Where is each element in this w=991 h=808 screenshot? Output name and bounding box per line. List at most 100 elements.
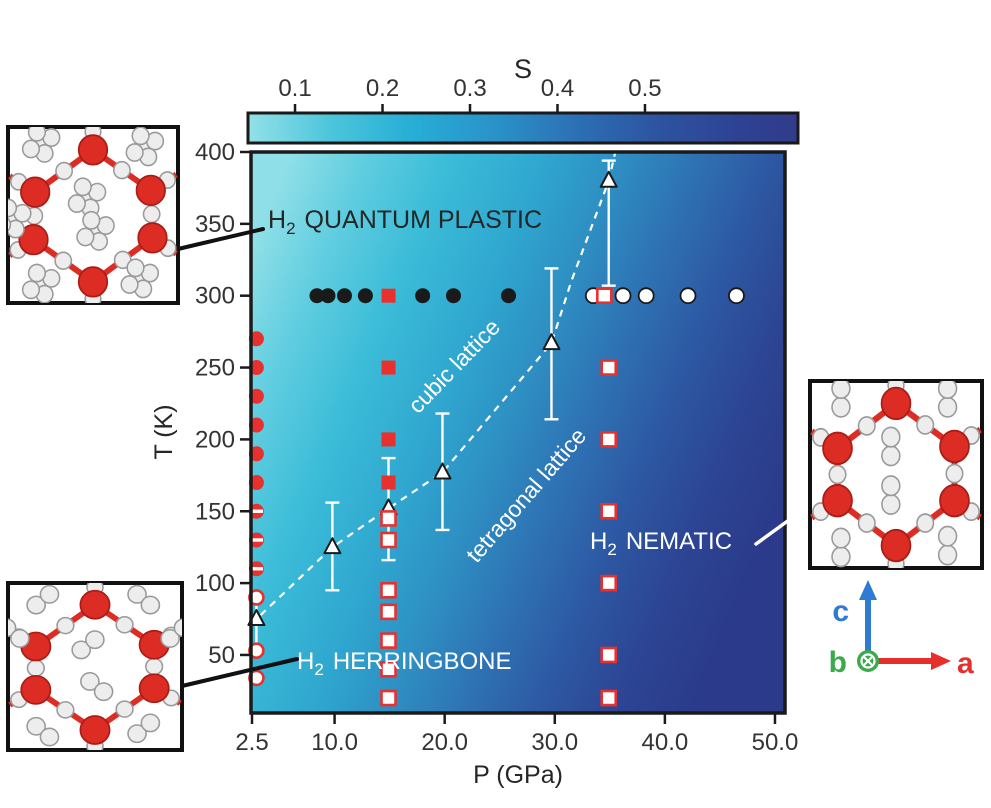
hydrogen-atom [831, 381, 851, 400]
hydrogen-atom [10, 629, 30, 648]
hydrogen-atom [85, 630, 105, 650]
y-axis-tick-label: 200 [195, 426, 235, 453]
red-open-square-marker [600, 646, 618, 664]
hydrogen-atom [857, 513, 876, 533]
hydrogen-atom [916, 415, 935, 435]
connector-line-quantum-plastic [176, 227, 265, 251]
oxygen-atom [822, 484, 853, 518]
hydrogen-atom [145, 657, 164, 676]
hydrogen-atom [115, 700, 134, 718]
hydrogen-atom [56, 616, 75, 635]
black-circle-marker [445, 288, 461, 304]
oxygen-atom [939, 429, 970, 464]
plot-background [251, 152, 785, 713]
y-axis-tick-label: 250 [195, 355, 235, 382]
hydrogen-atom [857, 416, 876, 436]
hydrogen-atom [93, 682, 114, 702]
colorbar-tick-label: 0.4 [541, 75, 574, 102]
black-circle-marker [336, 288, 352, 304]
oxygen-atom [20, 675, 52, 705]
hydrogen-atom [39, 727, 60, 747]
oxygen-atom [138, 673, 170, 704]
colorbar-gradient [246, 111, 800, 145]
phase-label-herringbone: H2 HERRINGBONE [297, 648, 512, 679]
connector-line-herringbone [180, 657, 299, 688]
hydrogen-atom [73, 177, 92, 197]
hydrogen-atom [828, 464, 847, 485]
hydrogen-atom [140, 595, 161, 615]
x-axis-tick-label: 30.0 [531, 729, 578, 756]
y-axis-tick-label: 150 [195, 498, 235, 525]
y-axis-tick-label: 50 [208, 642, 235, 669]
red-square-marker [381, 475, 396, 490]
axes-layer: 2.5 10.0 20.0 30.0 40.0 50.0 400 350 300 250 200 15… [195, 139, 798, 756]
red-open-square-marker [600, 574, 618, 592]
axis-b-symbol-ring [860, 653, 876, 669]
oxygen-atom [822, 431, 853, 465]
oxygen-atom [79, 715, 111, 745]
colorbar-tick-label: 0.3 [453, 75, 486, 102]
y-axis-tick-label: 100 [195, 570, 235, 597]
red-open-square-marker [600, 431, 618, 448]
axis-c-label: c [832, 595, 849, 628]
axis-c-arrowhead [859, 580, 877, 600]
inset-atoms [810, 381, 982, 568]
red-open-square-marker [380, 531, 397, 549]
hydrogen-atom [831, 527, 851, 549]
red-square-marker [381, 432, 396, 447]
hydrogen-atom [881, 445, 901, 467]
plot-data-layer [247, 151, 745, 707]
red-open-square-marker [380, 661, 397, 678]
phase-label-quantum-plastic: H2 QUANTUM PLASTIC [268, 206, 542, 238]
colorbar-title: S [514, 54, 532, 84]
hydrogen-atom [937, 381, 958, 400]
transition-triangle-marker [542, 333, 561, 351]
axis-b-label: b [829, 646, 847, 679]
series-plastic-black-circles [309, 288, 517, 304]
hydrogen-atom [54, 251, 73, 270]
hydrogen-atom [831, 396, 851, 418]
y-axis-tick-label: 350 [195, 211, 235, 238]
inset-structure [810, 381, 982, 568]
hydrogen-atom [173, 618, 182, 638]
x-axis-tick-label: 50.0 [752, 729, 799, 756]
red-open-square-marker [596, 287, 613, 305]
transition-triangle-marker [323, 537, 342, 555]
hydrogen-atom [67, 194, 86, 213]
white-circle-marker [728, 287, 745, 305]
x-axis-tick-label: 10.0 [311, 729, 358, 756]
oxygen-atom [939, 484, 970, 518]
oxygen-atom [79, 589, 111, 620]
hydrogen-atom [126, 258, 145, 278]
hydrogen-atom [27, 263, 46, 283]
red-open-square-marker [380, 603, 397, 621]
hydrogen-atom [120, 275, 139, 294]
phase-boundary-dashed-line [251, 151, 617, 626]
inset-quantum-plastic [6, 125, 180, 305]
hydrogen-atom [76, 227, 95, 247]
red-open-square-marker [380, 510, 397, 527]
y-axis-title: T (K) [150, 404, 178, 459]
hydrogen-atom [937, 525, 958, 547]
inset-herringbone [6, 581, 184, 752]
red-open-square-marker [600, 502, 618, 520]
transition-triangle-marker [433, 462, 452, 480]
hydrogen-atom [80, 671, 100, 691]
axis-a-arrowhead [931, 652, 951, 670]
hydrogen-atom [21, 280, 41, 300]
crystal-axes-legend: c b a [829, 580, 974, 680]
red-open-square-marker [600, 359, 618, 376]
oxygen-atom [880, 386, 912, 421]
inset-atoms [8, 583, 182, 750]
series-red-squares-filled [381, 288, 396, 490]
hydrogen-atom [881, 475, 901, 497]
colorbar-tick-label: 0.2 [366, 75, 399, 102]
black-circle-marker [309, 288, 325, 304]
inset-nematic [808, 379, 984, 570]
transition-triangle-marker [599, 170, 618, 188]
hydrogen-atom [881, 493, 901, 515]
oxygen-atom [77, 134, 109, 166]
oxygen-atom [18, 223, 49, 256]
